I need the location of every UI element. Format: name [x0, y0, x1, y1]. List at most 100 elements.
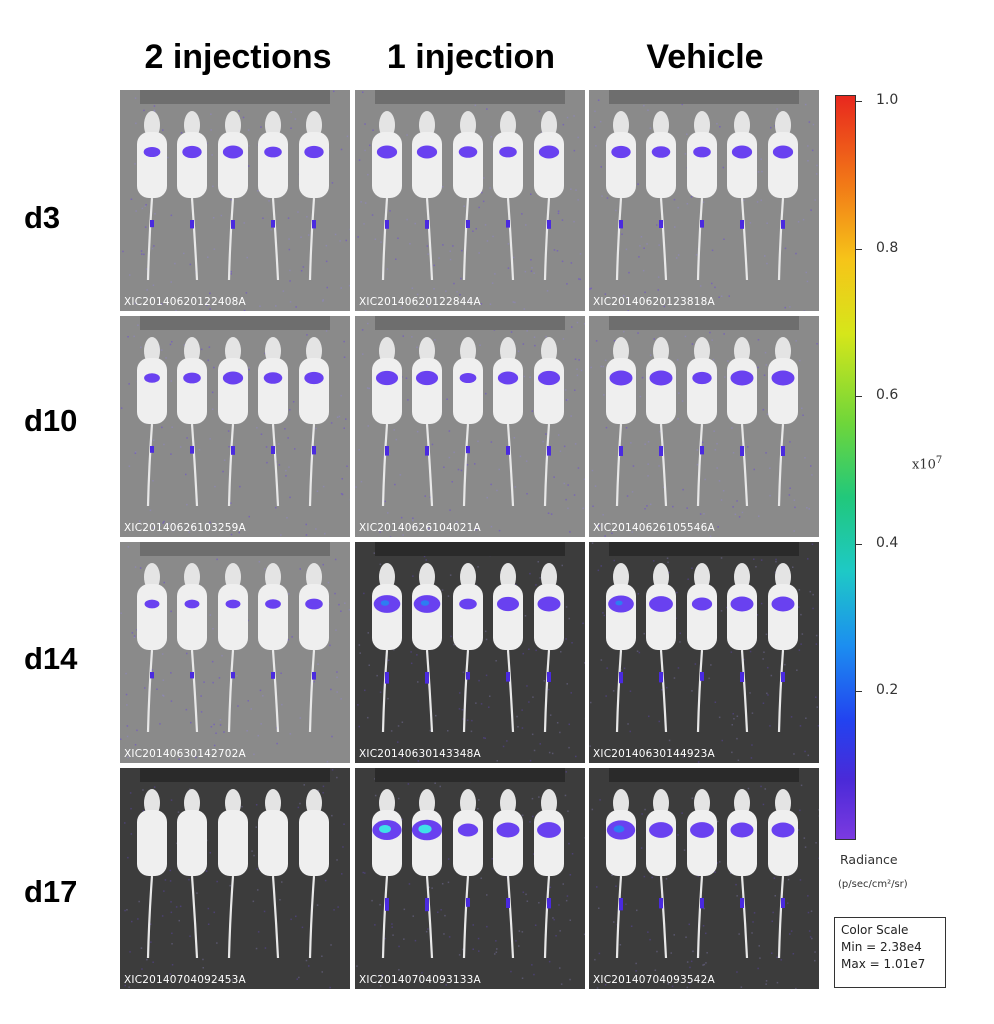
bioluminescence-signal [375, 370, 399, 386]
bioluminescence-signal [497, 371, 519, 385]
mouse-body [493, 358, 523, 424]
noise-speck [702, 441, 704, 444]
noise-speck [573, 220, 575, 223]
noise-speck [672, 505, 674, 508]
noise-speck [288, 593, 290, 595]
noise-speck [686, 507, 688, 509]
noise-speck [525, 893, 527, 896]
noise-speck [565, 771, 567, 773]
noise-speck [495, 951, 498, 953]
noise-speck [453, 282, 455, 285]
tail-signal [740, 220, 744, 229]
noise-speck [303, 784, 305, 786]
noise-speck [790, 716, 793, 718]
mouse-head [184, 789, 200, 817]
noise-speck [490, 525, 493, 528]
noise-speck [801, 407, 803, 410]
noise-speck [149, 923, 152, 925]
noise-speck [741, 511, 744, 514]
panel-id-label: XIC20140626105546A [593, 522, 715, 534]
noise-speck [515, 940, 517, 942]
noise-speck [384, 500, 386, 503]
mouse-body [687, 132, 717, 198]
noise-speck [763, 374, 766, 376]
noise-speck [346, 135, 349, 138]
noise-speck [560, 983, 563, 985]
noise-speck [285, 469, 287, 472]
noise-speck [647, 463, 649, 465]
noise-speck [495, 660, 497, 662]
signal-hotspot [615, 600, 623, 606]
mouse-tail [462, 197, 470, 281]
mouse [768, 111, 798, 281]
noise-speck [122, 250, 124, 253]
noise-speck [512, 301, 515, 303]
noise-speck [518, 930, 521, 932]
noise-speck [817, 725, 819, 727]
noise-speck [134, 302, 136, 305]
noise-speck [711, 249, 714, 252]
noise-speck [760, 559, 763, 561]
noise-speck [812, 607, 814, 610]
noise-speck [316, 490, 319, 492]
noise-speck [133, 635, 136, 637]
noise-speck [185, 708, 188, 711]
tail-signal [547, 446, 551, 456]
noise-speck [643, 875, 646, 878]
noise-speck [788, 494, 791, 496]
noise-speck [640, 847, 643, 849]
tail-signal [312, 672, 316, 680]
noise-speck [358, 159, 361, 161]
noise-speck [815, 634, 818, 637]
noise-speck [211, 408, 214, 410]
mouse-tail [506, 197, 515, 281]
noise-speck [600, 565, 602, 567]
noise-speck [335, 629, 337, 631]
holder-bar [609, 90, 799, 104]
noise-speck [653, 338, 655, 340]
noise-speck [278, 464, 281, 466]
tail-signal [506, 220, 510, 228]
noise-speck [315, 528, 317, 530]
noise-speck [266, 461, 268, 464]
noise-speck [794, 506, 796, 509]
noise-speck [416, 346, 418, 349]
noise-speck [340, 610, 342, 612]
noise-speck [423, 555, 426, 558]
mouse-tail [543, 649, 551, 733]
noise-speck [736, 500, 738, 502]
noise-speck [667, 561, 669, 564]
bioluminescence-signal [184, 599, 200, 609]
tail-signal [547, 220, 551, 229]
noise-speck [403, 938, 405, 940]
mouse-head [613, 337, 629, 365]
tail-signal [700, 672, 704, 681]
noise-speck [372, 129, 374, 131]
noise-speck [407, 399, 409, 401]
tail-signal [190, 672, 194, 679]
noise-speck [579, 253, 582, 255]
noise-speck [762, 658, 764, 660]
tail-signal [312, 446, 316, 455]
mouse-tail [146, 649, 154, 733]
noise-speck [229, 884, 231, 887]
noise-speck [334, 592, 336, 595]
noise-speck [775, 558, 777, 561]
noise-speck [575, 189, 577, 191]
noise-speck [673, 198, 676, 201]
imaging-panel: XIC20140626104021A [355, 316, 585, 537]
noise-speck [130, 198, 133, 200]
noise-speck [757, 366, 759, 369]
mouse-head [734, 563, 750, 591]
noise-speck [530, 270, 533, 272]
mouse-head [653, 563, 669, 591]
bioluminescence-signal [730, 822, 754, 838]
noise-speck [677, 254, 680, 256]
noise-speck [128, 465, 131, 467]
scale-tick [855, 248, 862, 250]
imaging-panel: XIC20140626103259A [120, 316, 350, 537]
noise-speck [559, 731, 561, 734]
noise-speck [764, 351, 767, 354]
mouse-tail [190, 875, 199, 959]
noise-speck [808, 121, 811, 123]
